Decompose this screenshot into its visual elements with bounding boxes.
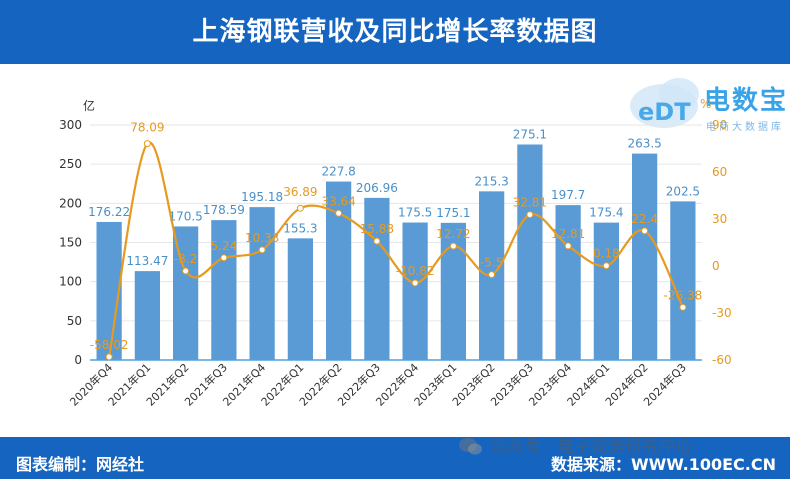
bar bbox=[517, 144, 543, 360]
growth-value-label: 36.89 bbox=[283, 185, 317, 199]
y-tick-label: 200 bbox=[59, 196, 82, 210]
bar bbox=[632, 153, 658, 360]
bar-value-label: 155.3 bbox=[283, 221, 317, 235]
y2-tick-label: -30 bbox=[712, 306, 732, 320]
bar-value-label: 175.1 bbox=[436, 206, 470, 220]
logo-badge: eDT bbox=[638, 98, 691, 126]
growth-rate-line bbox=[108, 141, 684, 358]
bar-value-label: 206.96 bbox=[356, 181, 398, 195]
bar-value-label: 113.47 bbox=[126, 254, 168, 268]
growth-value-label: -5.5 bbox=[480, 256, 503, 270]
growth-point bbox=[679, 303, 687, 311]
bar bbox=[211, 220, 237, 360]
footer-source: 数据来源：WWW.100EC.CN bbox=[550, 455, 776, 474]
growth-value-label: 0.18 bbox=[593, 247, 620, 261]
y2-tick-label: 60 bbox=[712, 165, 727, 179]
growth-point bbox=[258, 246, 266, 254]
growth-value-label: 32.81 bbox=[513, 196, 547, 210]
growth-point bbox=[526, 211, 534, 219]
bar bbox=[555, 205, 581, 360]
growth-value-label: 78.09 bbox=[130, 121, 164, 135]
y-tick-label: 150 bbox=[59, 236, 82, 250]
bar-value-label: 197.7 bbox=[551, 188, 585, 202]
bar-value-label: 175.5 bbox=[398, 206, 432, 220]
growth-value-label: -26.38 bbox=[664, 288, 703, 302]
logo: eDT bbox=[624, 68, 790, 138]
y2-tick-label: -60 bbox=[712, 353, 732, 367]
watermark: 公众号 · 电子商务研究中心 bbox=[490, 437, 694, 457]
bar bbox=[593, 222, 619, 360]
y-tick-label: 50 bbox=[67, 314, 82, 328]
growth-point bbox=[449, 242, 457, 250]
growth-value-label: 15.88 bbox=[360, 222, 394, 236]
growth-point bbox=[488, 271, 496, 279]
cloud-logo-icon: eDT bbox=[630, 78, 699, 128]
growth-point bbox=[373, 237, 381, 245]
growth-point bbox=[411, 279, 419, 287]
growth-value-label: 5.24 bbox=[211, 239, 238, 253]
growth-point bbox=[296, 204, 304, 212]
bar-value-label: 178.59 bbox=[203, 203, 245, 217]
bar-value-label: 176.22 bbox=[88, 205, 130, 219]
bar bbox=[364, 197, 390, 360]
growth-point bbox=[335, 209, 343, 217]
bar-value-label: 275.1 bbox=[513, 128, 547, 142]
bar bbox=[670, 201, 696, 360]
growth-value-label: -3.2 bbox=[174, 252, 197, 266]
growth-value-label: 10.33 bbox=[245, 231, 279, 245]
bar bbox=[402, 222, 428, 360]
bar bbox=[326, 181, 352, 360]
growth-value-label: 22.4 bbox=[631, 212, 658, 226]
bar-value-label: 215.3 bbox=[474, 174, 508, 188]
footer-editor: 图表编制：网经社 bbox=[16, 455, 145, 474]
y2-axis-label: % bbox=[700, 97, 711, 111]
bar-value-label: 263.5 bbox=[627, 137, 661, 151]
bar-value-label: 175.4 bbox=[589, 206, 623, 220]
y-axis-label: 亿 bbox=[83, 98, 95, 113]
y-tick-label: 250 bbox=[59, 157, 82, 171]
growth-point bbox=[564, 242, 572, 250]
bar bbox=[134, 271, 160, 360]
bar bbox=[249, 207, 275, 360]
bar bbox=[96, 221, 122, 360]
growth-point bbox=[602, 262, 610, 270]
header-bar bbox=[0, 0, 790, 64]
growth-point bbox=[641, 227, 649, 235]
y-tick-label: 100 bbox=[59, 275, 82, 289]
chart: 0 50 100 150 200 250 300 -60 -30 0 30 60 90 亿 % 176.22 1… bbox=[59, 97, 732, 409]
growth-value-label: 33.64 bbox=[321, 194, 355, 208]
bar-value-label: 195.18 bbox=[241, 190, 283, 204]
logo-name: 电数宝 bbox=[704, 86, 789, 116]
footer-bar bbox=[0, 437, 790, 479]
growth-point bbox=[143, 140, 151, 148]
bar-value-label: 202.5 bbox=[666, 184, 700, 198]
y2-tick-label: 30 bbox=[712, 212, 727, 226]
bar bbox=[287, 238, 313, 360]
bar-value-label: 227.8 bbox=[321, 165, 355, 179]
growth-point bbox=[182, 267, 190, 275]
y2-tick-label: 90 bbox=[712, 118, 727, 132]
y-tick-label: 300 bbox=[59, 118, 82, 132]
wechat-icon bbox=[459, 438, 482, 455]
bar-value-label: 170.5 bbox=[168, 209, 202, 223]
growth-value-label: 12.81 bbox=[551, 227, 585, 241]
logo-subtitle: 电商大数据库 bbox=[706, 122, 784, 133]
y-tick-label: 0 bbox=[74, 353, 82, 367]
growth-value-label: 12.72 bbox=[436, 227, 470, 241]
growth-point bbox=[220, 254, 228, 262]
y2-tick-label: 0 bbox=[712, 259, 720, 273]
page-title: 上海钢联营收及同比增长率数据图 bbox=[192, 17, 598, 47]
growth-value-label: -10.82 bbox=[396, 264, 435, 278]
growth-value-label: -58.02 bbox=[90, 338, 129, 352]
growth-point bbox=[105, 353, 113, 361]
